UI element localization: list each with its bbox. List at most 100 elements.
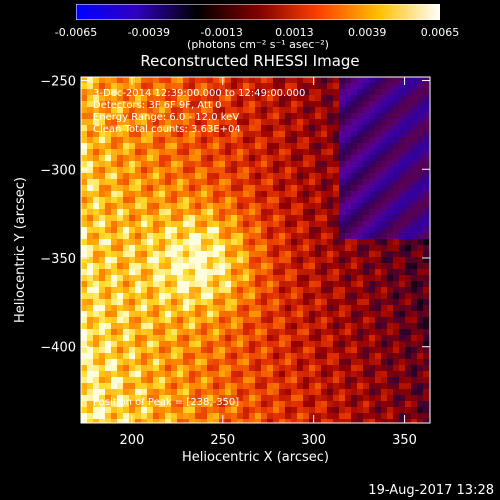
heatmap-cell [219,101,225,107]
heatmap-cell [279,215,285,221]
heatmap-cell [321,83,327,89]
heatmap-cell [165,419,171,423]
heatmap-cell [129,323,135,329]
heatmap-cell [393,335,399,341]
heatmap-cell [261,107,267,113]
heatmap-cell [405,221,411,227]
heatmap-cell [153,353,159,359]
heatmap-cell [123,413,129,419]
heatmap-cell [237,317,243,323]
heatmap-cell [207,185,213,191]
heatmap-cell [345,101,351,107]
heatmap-cell [123,395,129,401]
heatmap-cell [231,389,237,395]
heatmap-cell [177,95,183,101]
heatmap-cell [87,245,93,251]
heatmap-cell [423,143,429,149]
heatmap-cell [327,155,333,161]
heatmap-cell [105,263,111,269]
heatmap-cell [327,95,333,101]
heatmap-cell [387,395,393,401]
heatmap-cell [297,125,303,131]
heatmap-cell [123,377,129,383]
heatmap-cell [147,365,153,371]
heatmap-cell [369,95,375,101]
heatmap-cell [153,185,159,191]
heatmap-cell [369,179,375,185]
heatmap-cell [117,239,123,245]
heatmap-cell [411,143,417,149]
heatmap-cell [201,323,207,329]
heatmap-cell [189,221,195,227]
heatmap-cell [237,143,243,149]
heatmap-cell [99,347,105,353]
heatmap-cell [381,143,387,149]
heatmap-cell [267,311,273,317]
heatmap-cell [81,371,87,377]
heatmap-cell [243,107,249,113]
heatmap-cell [231,407,237,413]
heatmap-cell [189,269,195,275]
heatmap-cell [135,359,141,365]
heatmap-cell [243,419,249,423]
heatmap-cell [333,383,339,389]
heatmap-cell [261,215,267,221]
heatmap-cell [255,377,261,383]
heatmap-cell [129,83,135,89]
heatmap-cell [303,359,309,365]
heatmap-cell [219,137,225,143]
heatmap-cell [213,155,219,161]
heatmap-cell [279,119,285,125]
heatmap-cell [213,341,219,347]
heatmap-cell [243,263,249,269]
heatmap-cell [207,239,213,245]
heatmap-cell [147,419,153,423]
heatmap-cell [423,377,429,383]
heatmap-cell [267,419,273,423]
heatmap-cell [309,239,315,245]
heatmap-cell [339,359,345,365]
heatmap-cell [411,167,417,173]
heatmap-cell [171,125,177,131]
heatmap-cell [213,77,219,83]
heatmap-cell [315,329,321,335]
heatmap-cell [189,83,195,89]
heatmap-cell [369,227,375,233]
heatmap-cell [201,329,207,335]
heatmap-cell [405,377,411,383]
heatmap-cell [345,89,351,95]
heatmap-cell [285,311,291,317]
heatmap-cell [249,335,255,341]
heatmap-cell [117,359,123,365]
heatmap-cell [219,377,225,383]
heatmap-cell [399,119,405,125]
heatmap-cell [387,155,393,161]
heatmap-cell [393,221,399,227]
heatmap-cell [333,149,339,155]
heatmap-cell [141,155,147,161]
heatmap-cell [135,185,141,191]
heatmap-cell [303,167,309,173]
heatmap-cell [411,131,417,137]
heatmap-cell [261,251,267,257]
heatmap-cell [105,323,111,329]
heatmap-cell [105,101,111,107]
heatmap-cell [201,101,207,107]
heatmap-cell [411,353,417,359]
heatmap-cell [219,179,225,185]
heatmap-cell [297,215,303,221]
heatmap-cell [273,383,279,389]
heatmap-cell [327,83,333,89]
heatmap-cell [393,185,399,191]
heatmap-cell [387,215,393,221]
heatmap-cell [417,167,423,173]
heatmap-cell [99,197,105,203]
heatmap-cell [141,221,147,227]
heatmap-cell [267,293,273,299]
heatmap-cell [105,161,111,167]
heatmap-cell [357,191,363,197]
heatmap-cell [177,419,183,423]
heatmap-cell [375,359,381,365]
heatmap-cell [93,131,99,137]
heatmap-cell [375,119,381,125]
